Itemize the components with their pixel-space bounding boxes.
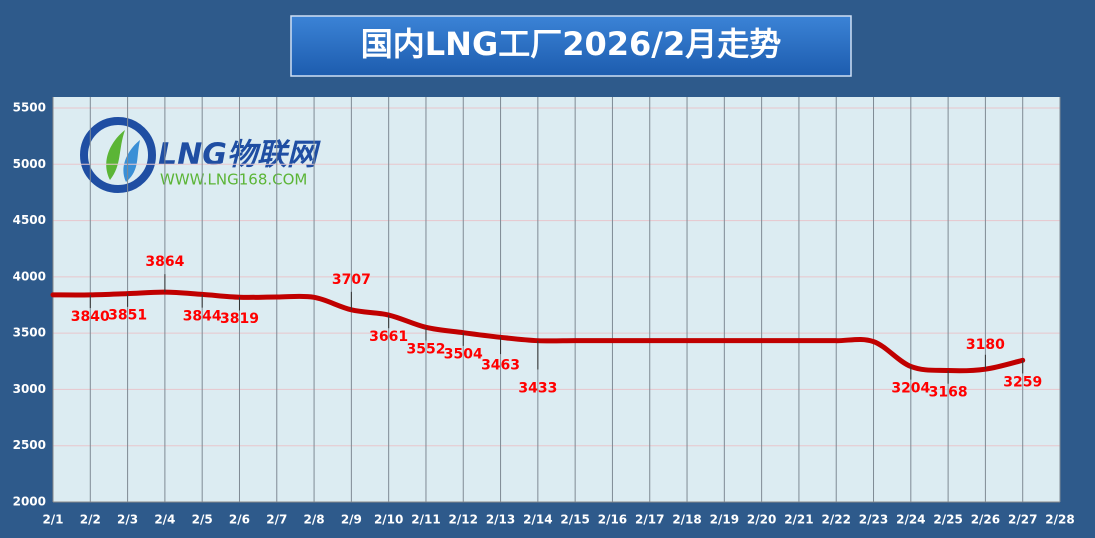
y-tick-label: 4500 <box>13 213 46 227</box>
x-tick-label: 2/5 <box>192 513 213 527</box>
x-tick-label: 2/26 <box>971 513 1000 527</box>
x-tick-label: 2/24 <box>896 513 925 527</box>
data-label: 3259 <box>1003 374 1042 390</box>
chart-title: 国内LNG工厂2026/2月走势 <box>361 25 781 63</box>
title-box <box>290 15 852 77</box>
x-tick-label: 2/25 <box>933 513 962 527</box>
data-label: 3204 <box>891 380 930 396</box>
data-label: 3819 <box>220 311 259 327</box>
x-tick-label: 2/22 <box>822 513 851 527</box>
data-label: 3168 <box>929 385 968 401</box>
line <box>50 289 1026 374</box>
data-label: 3463 <box>481 357 520 373</box>
logo-leaf <box>106 130 125 180</box>
data-label: 3840 <box>71 309 110 325</box>
x-tick-label: 2/6 <box>229 513 250 527</box>
y-tick-label: 2500 <box>13 438 46 452</box>
x-tick-label: 2/20 <box>747 513 776 527</box>
x-tick-label: 2/16 <box>598 513 627 527</box>
x-tick-label: 2/9 <box>341 513 362 527</box>
data-label: 3707 <box>332 272 371 288</box>
x-tick-label: 2/12 <box>449 513 478 527</box>
x-tick-label: 2/15 <box>560 513 589 527</box>
y-tick-label: 4000 <box>13 269 46 283</box>
y-tick-label: 3500 <box>13 326 46 340</box>
data-label: 3661 <box>369 329 408 345</box>
x-tick-label: 2/19 <box>710 513 739 527</box>
data-label: 3552 <box>406 341 445 357</box>
logo-ring <box>80 117 156 193</box>
data-label: 3864 <box>145 254 184 270</box>
y-tick-label: 3000 <box>13 382 46 396</box>
x-tick-label: 2/10 <box>374 513 403 527</box>
x-tick-label: 2/3 <box>117 513 138 527</box>
x-tick-label: 2/18 <box>672 513 701 527</box>
x-tick-label: 2/7 <box>266 513 287 527</box>
data-label: 3180 <box>966 337 1005 353</box>
data-label: 3433 <box>518 381 557 397</box>
x-tick-label: 2/13 <box>486 513 515 527</box>
y-tick-label: 5500 <box>13 101 46 115</box>
x-tick-label: 2/4 <box>154 513 175 527</box>
x-tick-label: 2/11 <box>411 513 440 527</box>
x-tick-label: 2/14 <box>523 513 552 527</box>
y-tick-label: 5000 <box>13 157 46 171</box>
y-tick-label: 2000 <box>13 495 46 509</box>
data-label: 3844 <box>183 308 222 324</box>
data-label: 3851 <box>108 308 147 324</box>
x-tick-label: 2/28 <box>1045 513 1074 527</box>
data-label: 3504 <box>444 347 483 363</box>
x-tick-label: 2/17 <box>635 513 664 527</box>
logo-url: WWW.LNG168.COM <box>160 171 307 189</box>
x-tick-label: 2/21 <box>784 513 813 527</box>
x-tick-label: 2/2 <box>80 513 101 527</box>
x-tick-label: 2/8 <box>304 513 325 527</box>
x-tick-label: 2/27 <box>1008 513 1037 527</box>
x-tick-label: 2/1 <box>42 513 63 527</box>
x-tick-label: 2/23 <box>859 513 888 527</box>
